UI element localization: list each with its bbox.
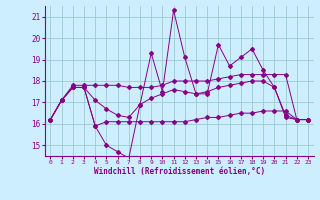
X-axis label: Windchill (Refroidissement éolien,°C): Windchill (Refroidissement éolien,°C) bbox=[94, 167, 265, 176]
